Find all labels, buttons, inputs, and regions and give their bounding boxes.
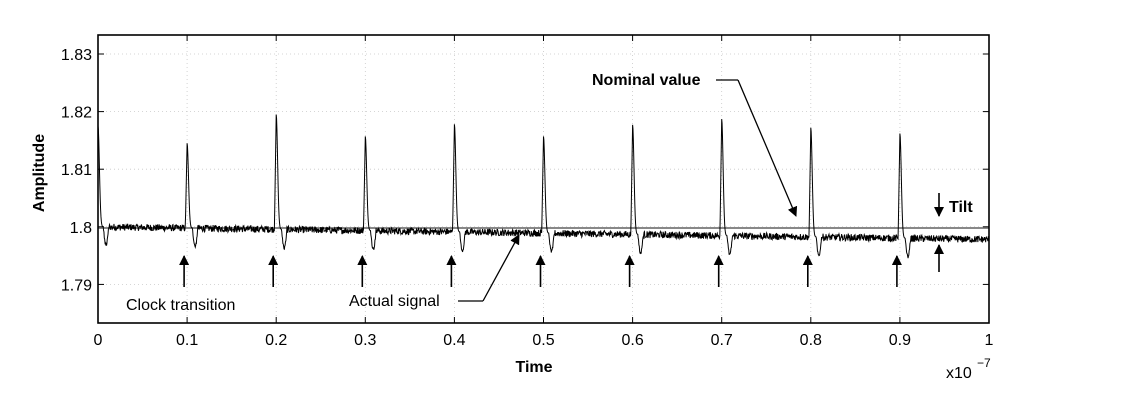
x-multiplier: x10 −7 bbox=[946, 356, 991, 382]
x-tick-label: 0.8 bbox=[800, 332, 822, 349]
x-tick-label: 0 bbox=[94, 332, 103, 349]
y-tick-label: 1.82 bbox=[61, 105, 92, 122]
x-tick-label: 0.7 bbox=[711, 332, 733, 349]
tilt-label: Tilt bbox=[949, 199, 973, 216]
x-multiplier-exponent: −7 bbox=[977, 356, 991, 370]
series-layer bbox=[97, 114, 990, 259]
actual-signal-arrow bbox=[482, 234, 520, 302]
actual-signal-label: Actual signal bbox=[349, 293, 440, 310]
y-tick-label: 1.79 bbox=[61, 277, 92, 294]
grid-layer bbox=[97, 35, 990, 323]
tick-layer: 0 0.1 0.2 0.3 0.4 0.5 0.6 0.7 0.8 0.9 1 1.79 1.8 1.81… bbox=[61, 35, 994, 349]
actual-signal-line bbox=[97, 114, 990, 259]
x-tick-label: 0.1 bbox=[176, 332, 198, 349]
nominal-value-arrow bbox=[737, 79, 798, 217]
y-tick-label: 1.8 bbox=[70, 220, 92, 237]
annotation-layer: Nominal value Actual signal Clock transi… bbox=[126, 72, 973, 314]
x-multiplier-base: x10 bbox=[946, 365, 972, 382]
x-tick-label: 0.6 bbox=[621, 332, 643, 349]
x-tick-label: 0.4 bbox=[443, 332, 465, 349]
clock-transition-label: Clock transition bbox=[126, 297, 235, 314]
x-tick-label: 0.9 bbox=[889, 332, 911, 349]
y-axis-title: Amplitude bbox=[31, 134, 48, 212]
nominal-value-label: Nominal value bbox=[592, 72, 701, 89]
x-tick-label: 1 bbox=[985, 332, 994, 349]
x-tick-label: 0.5 bbox=[532, 332, 554, 349]
x-tick-label: 0.2 bbox=[265, 332, 287, 349]
y-tick-label: 1.81 bbox=[61, 162, 92, 179]
y-tick-label: 1.83 bbox=[61, 47, 92, 64]
x-axis-title: Time bbox=[515, 359, 552, 376]
x-tick-label: 0.3 bbox=[354, 332, 376, 349]
